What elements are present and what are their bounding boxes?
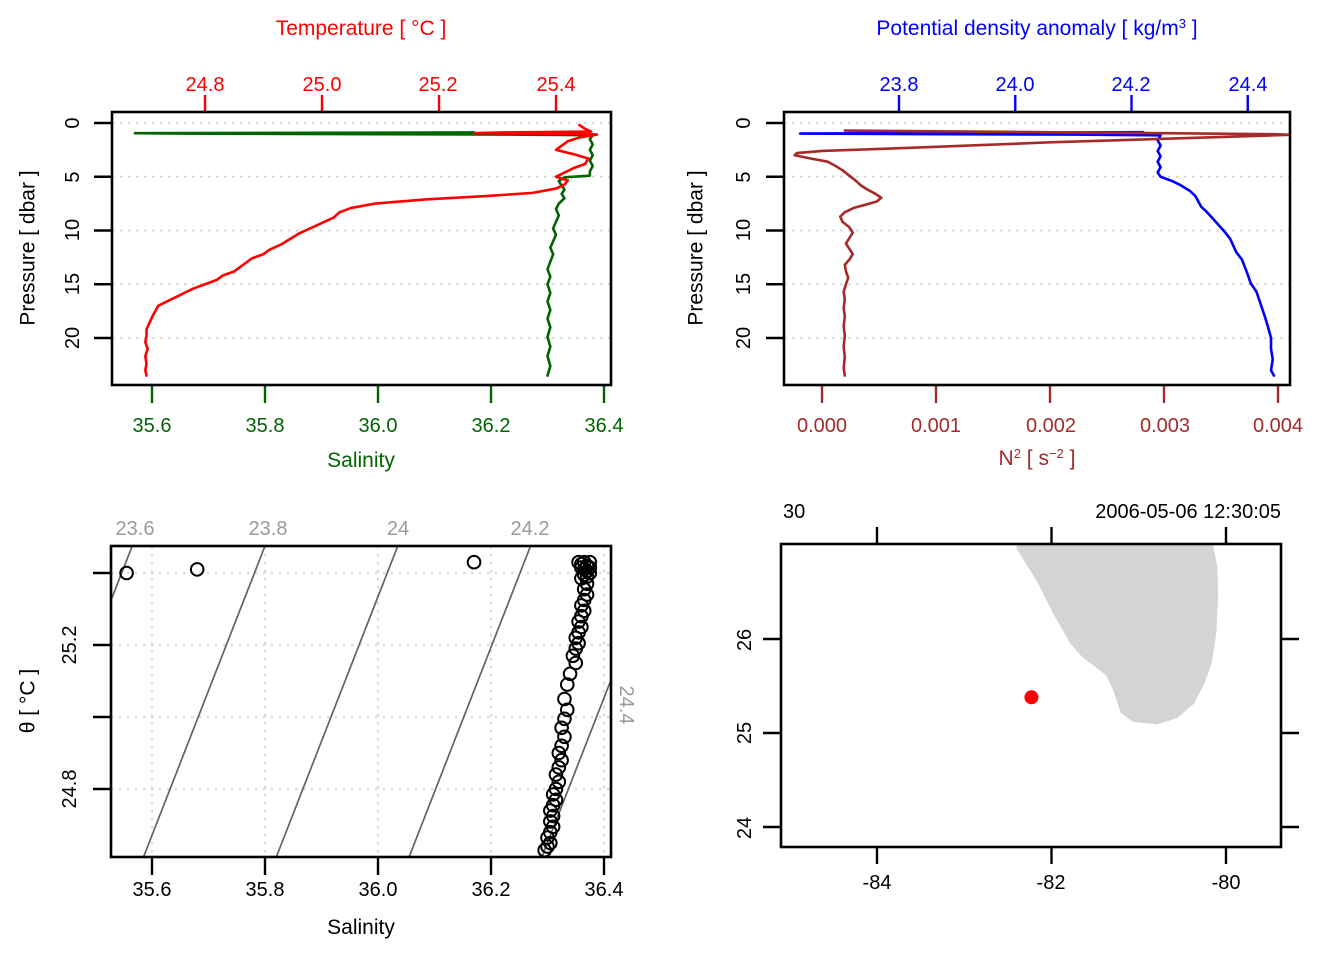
density-title-sup: 3 [1178, 16, 1186, 31]
pressure-tick-label: 5 [62, 171, 84, 183]
lat-tick-label: 24 [734, 816, 756, 840]
sal-tick-label: 36.4 [584, 415, 624, 437]
n2-tick-label: 0.004 [1252, 415, 1304, 437]
theta-tick-label: 25.2 [59, 625, 81, 665]
n2-tick-label: 0.002 [1025, 415, 1077, 437]
pressure-tick-label: 0 [733, 117, 755, 129]
isopycnal-label: 24 [386, 518, 410, 540]
n2-title-n: N [998, 447, 1014, 470]
lon-tick-label: -80 [1211, 872, 1241, 894]
sal-tick-label: 36.0 [358, 415, 398, 437]
pressure-tick-label: 15 [62, 272, 84, 296]
temp-tick-label: 25.4 [536, 74, 576, 96]
density-tick-label: 24.2 [1111, 74, 1151, 96]
lat-tick-label: 25 [734, 721, 756, 745]
density-tick-label: 24.0 [995, 74, 1035, 96]
isopycnal-label-right: 24.4 [615, 685, 637, 725]
pressure-tick-label: 10 [62, 218, 84, 242]
station-number: 30 [783, 501, 806, 523]
density-axis-title: Potential density anomaly [ kg/m3 ] [876, 16, 1198, 40]
pressure-tick-label: 5 [733, 171, 755, 183]
lon-tick-label: -82 [1036, 872, 1066, 894]
n2-title-close: ] [1063, 447, 1076, 470]
pressure-tick-label: 20 [62, 326, 84, 350]
pressure-tick-label: 20 [733, 326, 755, 350]
sal-tick-label: 36.2 [471, 879, 511, 901]
isopycnal-label: 24.2 [510, 518, 550, 540]
density-tick-label: 24.4 [1228, 74, 1268, 96]
lon-tick-label: -84 [862, 872, 892, 894]
theta-axis-title: θ [ °C ] [16, 668, 40, 734]
pressure-tick-label: 15 [733, 272, 755, 296]
theta-tick-label: 24.8 [59, 769, 81, 809]
station-datetime: 2006-05-06 12:30:05 [1095, 501, 1281, 523]
isopycnal-label: 23.8 [248, 518, 288, 540]
n2-title-sup2: −2 [1048, 446, 1064, 461]
sal-tick-label: 36.2 [471, 415, 511, 437]
sal-tick-label: 35.6 [132, 415, 172, 437]
sal-tick-label: 35.8 [245, 879, 285, 901]
pressure-axis-title: Pressure [ dbar ] [16, 170, 40, 326]
temp-tick-label: 24.8 [185, 74, 225, 96]
n2-tick-label: 0.003 [1139, 415, 1191, 437]
pressure-axis-title: Pressure [ dbar ] [684, 170, 708, 326]
sal-tick-label: 36.4 [584, 879, 624, 901]
temp-tick-label: 25.2 [418, 74, 458, 96]
density-tick-label: 23.8 [879, 74, 919, 96]
isopycnal-label: 23.6 [115, 518, 155, 540]
temperature-axis-title: Temperature [ °C ] [275, 17, 447, 40]
pressure-tick-label: 10 [733, 218, 755, 242]
salinity-axis-title: Salinity [327, 916, 395, 939]
density-title-close: ] [1185, 17, 1198, 40]
pressure-tick-label: 0 [62, 117, 84, 129]
density-title-text: Potential density anomaly [ kg/m [876, 17, 1179, 40]
temp-tick-label: 25.0 [302, 74, 342, 96]
salinity-axis-title: Salinity [327, 449, 395, 472]
sal-tick-label: 35.8 [245, 415, 285, 437]
lat-tick-label: 26 [734, 628, 756, 652]
n2-tick-label: 0.001 [910, 415, 962, 437]
n2-tick-label: 0.000 [796, 415, 848, 437]
n2-title-sup: 2 [1013, 446, 1021, 461]
sal-tick-label: 35.6 [132, 879, 172, 901]
n2-axis-title: N2 [ s−2 ] [998, 446, 1076, 470]
sal-tick-label: 36.0 [358, 879, 398, 901]
n2-title-mid: [ s [1020, 447, 1049, 470]
